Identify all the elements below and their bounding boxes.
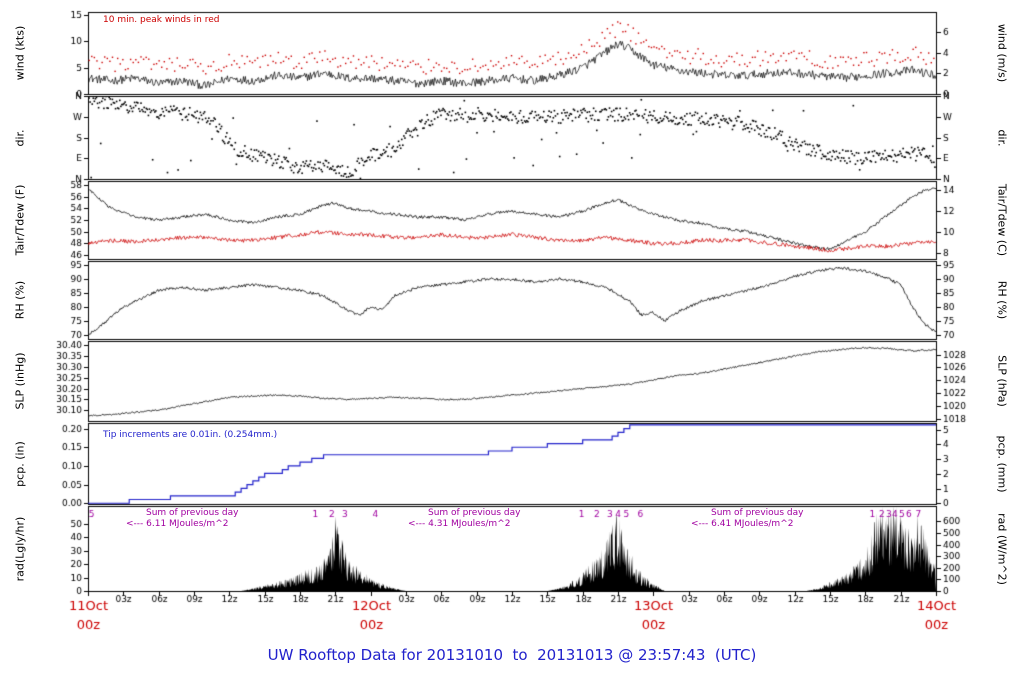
y-axis-label-dir-left: dir.: [13, 129, 27, 147]
rad-sum-day1-line2: <--- 6.11 MJoules/m^2: [126, 519, 229, 529]
y-axis-label-rad-right: rad (W/m^2): [995, 513, 1009, 585]
y-axis-label-wind-right: wind (m/s): [995, 23, 1009, 83]
rad-sum-day3-line1: Sum of previous day: [711, 508, 804, 518]
y-axis-label-rh-left: RH (%): [13, 280, 27, 320]
rad-sum-day1-line1: Sum of previous day: [146, 508, 239, 518]
precip-tip-annotation: Tip increments are 0.01in. (0.254mm.): [103, 430, 278, 440]
rad-sum-day2-line2: <--- 4.31 MJoules/m^2: [408, 519, 511, 529]
y-axis-label-rh-right: RH (%): [995, 280, 1009, 320]
wind-peak-annotation: 10 min. peak winds in red: [103, 15, 220, 25]
rad-sum-day2-line1: Sum of previous day: [428, 508, 521, 518]
rad-sum-annotation-day2: Sum of previous day <--- 4.31 MJoules/m^…: [408, 508, 520, 530]
rad-sum-annotation-day3: Sum of previous day <--- 6.41 MJoules/m^…: [691, 508, 803, 530]
figure-title: UW Rooftop Data for 20131010 to 20131013…: [267, 646, 757, 664]
y-axis-label-dir-right: dir.: [995, 129, 1009, 147]
y-axis-label-slp-left: SLP (inHg): [13, 352, 27, 410]
rad-sum-day3-line2: <--- 6.41 MJoules/m^2: [691, 519, 794, 529]
y-axis-label-rad-left: rad(Lgly/hr): [13, 516, 27, 582]
y-axis-label-pcp-left: pcp. (in): [13, 441, 27, 487]
rad-sum-annotation-day1: Sum of previous day <--- 6.11 MJoules/m^…: [126, 508, 238, 530]
y-axis-label-temp-left: Tair/Tdew (F): [13, 184, 27, 256]
y-axis-label-slp-right: SLP (hPa): [995, 355, 1009, 407]
y-axis-label-pcp-right: pcp. (mm): [995, 435, 1009, 493]
y-axis-label-temp-right: Tair/Tdew (C): [995, 183, 1009, 257]
meteogram-canvas: [0, 0, 1024, 640]
y-axis-label-wind-left: wind (kts): [13, 25, 27, 81]
